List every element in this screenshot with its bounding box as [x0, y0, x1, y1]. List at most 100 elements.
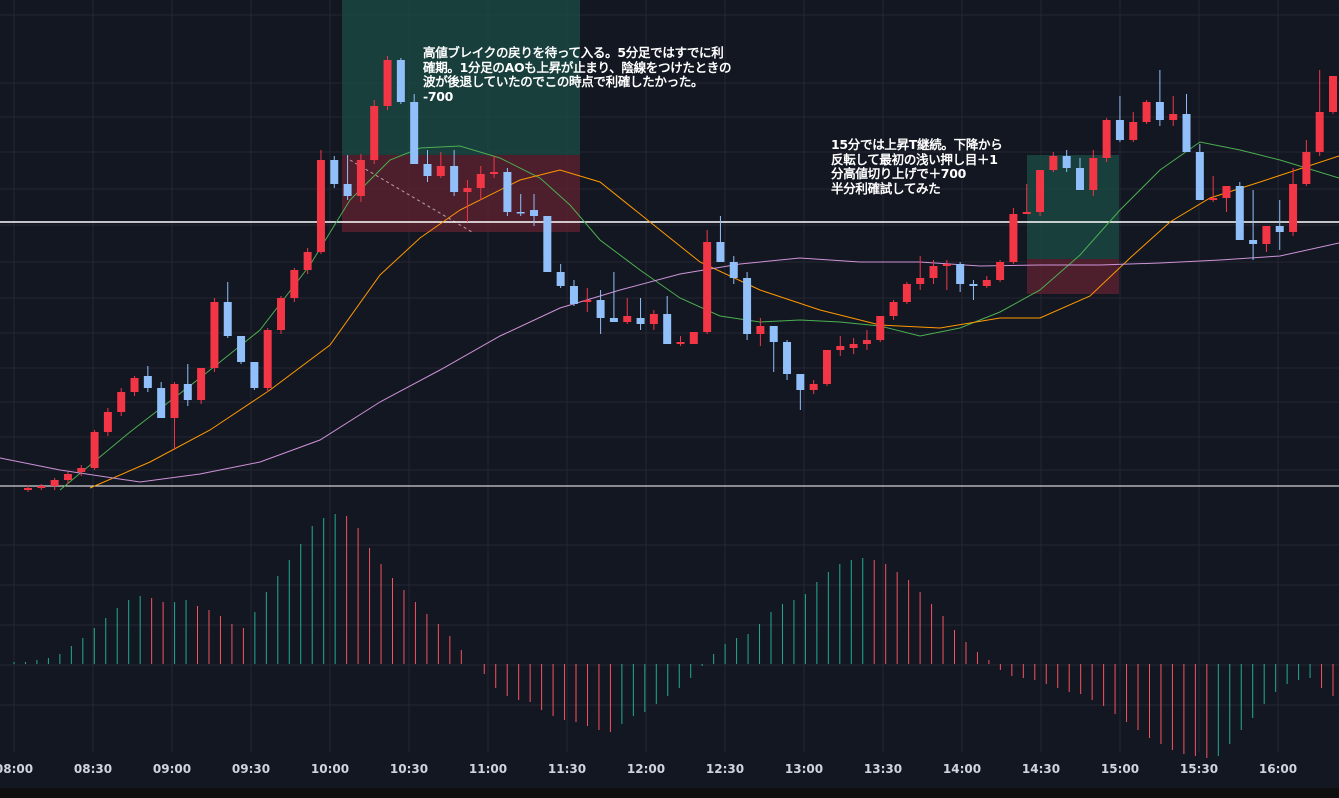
x-tick-label: 13:00: [785, 762, 823, 776]
annotation-trade-2: 15分では上昇T継続。下降から 反転して最初の浅い押し目＋1 分高値切り上げで＋…: [831, 137, 1003, 196]
candle-body: [450, 166, 459, 192]
bottom-toolbar: [0, 788, 1339, 798]
candle-body: [796, 374, 805, 390]
x-tick-label: 11:30: [548, 762, 586, 776]
candle-body: [743, 278, 752, 334]
candle-body: [223, 302, 232, 336]
candle-body: [1302, 152, 1311, 184]
ma-slow-line: [0, 242, 1339, 483]
candle-body: [1289, 184, 1298, 232]
candle-body: [410, 102, 419, 164]
candle-body: [103, 412, 112, 432]
candle-body: [1062, 156, 1071, 168]
x-tick-label: 08:00: [0, 762, 33, 776]
candle-body: [436, 166, 445, 176]
candle-body: [569, 286, 578, 304]
x-tick-label: 09:00: [153, 762, 191, 776]
moving-averages: [0, 141, 1339, 491]
candle-body: [263, 330, 272, 388]
candle-body: [463, 188, 472, 192]
candle-body: [623, 316, 632, 322]
candle-body: [1222, 186, 1231, 198]
candle-body: [636, 318, 645, 324]
candle-body: [769, 326, 778, 342]
candle-body: [663, 314, 672, 344]
candle-body: [63, 474, 72, 480]
candle-body: [1036, 170, 1045, 212]
x-tick-label: 15:30: [1180, 762, 1218, 776]
candle-body: [37, 486, 46, 488]
ma-fast-line: [59, 141, 1339, 491]
x-tick-label: 14:00: [943, 762, 981, 776]
candle-body: [1075, 168, 1084, 190]
candle-body: [77, 468, 86, 472]
x-tick-label: 09:30: [232, 762, 270, 776]
candle-body: [703, 242, 712, 332]
candle-body: [583, 300, 592, 302]
candle-body: [689, 332, 698, 344]
candle-body: [1329, 76, 1337, 112]
candle-body: [862, 340, 871, 344]
candle-body: [676, 342, 685, 344]
candle-body: [1129, 122, 1138, 140]
candle-body: [956, 264, 965, 284]
candle-body: [170, 384, 179, 418]
candle-body: [383, 60, 392, 106]
x-tick-label: 10:30: [390, 762, 428, 776]
candle-body: [50, 480, 59, 486]
x-tick-label: 12:00: [627, 762, 665, 776]
candle-body: [1142, 102, 1151, 122]
candle-body: [836, 346, 845, 350]
candle-body: [1089, 158, 1098, 190]
candle-body: [1022, 212, 1031, 214]
candle-body: [1169, 114, 1178, 120]
candle-body: [1275, 226, 1284, 232]
candle-body: [503, 172, 512, 212]
candle-body: [210, 302, 219, 368]
x-axis: 08:00 08:30 09:00 09:30 10:00 10:30 11:00 11:30…: [0, 762, 1297, 776]
candle-body: [423, 164, 432, 176]
candle-body: [1262, 226, 1271, 244]
x-tick-label: 16:00: [1259, 762, 1297, 776]
candle-body: [969, 284, 978, 286]
candle-body: [316, 160, 325, 252]
candle-body: [370, 106, 379, 160]
candle-body: [1049, 156, 1058, 170]
candle-body: [596, 300, 605, 318]
candle-body: [250, 362, 259, 388]
awesome-oscillator: [13, 514, 1334, 758]
candle-body: [303, 252, 312, 270]
candle-body: [24, 488, 32, 490]
candle-body: [1182, 114, 1191, 152]
candle-body: [343, 184, 352, 196]
candle-body: [290, 270, 299, 298]
x-tick-label: 08:30: [74, 762, 112, 776]
candle-body: [1009, 214, 1018, 262]
candle-body: [476, 174, 485, 188]
candle-body: [516, 212, 525, 214]
candles: [24, 56, 1337, 492]
x-tick-label: 13:30: [864, 762, 902, 776]
candle-body: [1155, 102, 1164, 120]
candle-body: [277, 298, 286, 330]
candle-body: [609, 318, 618, 322]
candle-body: [130, 378, 139, 392]
candle-body: [756, 326, 765, 334]
x-tick-label: 14:30: [1022, 762, 1060, 776]
candle-body: [1235, 186, 1244, 240]
candle-body: [729, 262, 738, 278]
candle-body: [1209, 198, 1218, 200]
candle-body: [1315, 112, 1324, 152]
candle-body: [996, 262, 1005, 280]
candle-body: [143, 376, 152, 388]
candle-body: [1249, 240, 1258, 244]
candle-body: [330, 160, 339, 184]
candle-body: [942, 264, 951, 266]
candle-body: [556, 272, 565, 286]
profit-zone-1: [342, 0, 580, 155]
x-tick-label: 12:30: [706, 762, 744, 776]
candle-body: [982, 280, 991, 286]
candle-body: [822, 350, 831, 384]
candle-body: [543, 216, 552, 272]
